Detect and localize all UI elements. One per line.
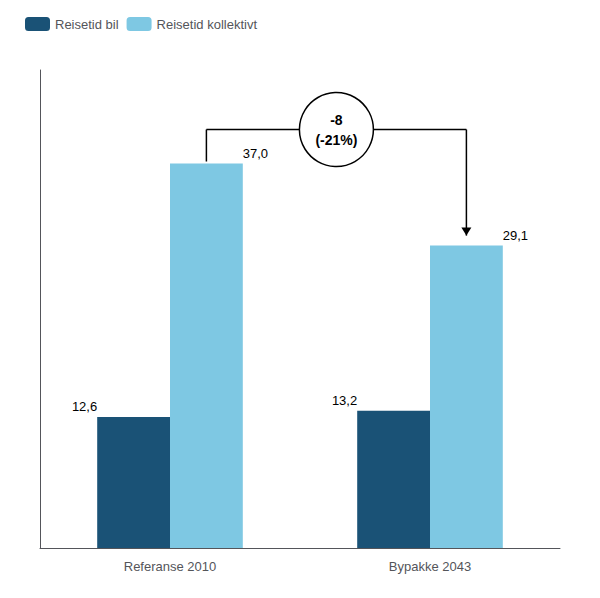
svg-text:-8: -8 xyxy=(330,112,343,128)
svg-text:12,6: 12,6 xyxy=(72,399,97,414)
svg-text:13,2: 13,2 xyxy=(332,393,357,408)
svg-text:Reisetid bil: Reisetid bil xyxy=(55,17,119,32)
svg-text:(-21%): (-21%) xyxy=(315,132,357,148)
svg-text:Referanse 2010: Referanse 2010 xyxy=(124,559,217,574)
svg-text:29,1: 29,1 xyxy=(503,228,528,243)
svg-text:37,0: 37,0 xyxy=(243,146,268,161)
svg-text:Reisetid kollektivt: Reisetid kollektivt xyxy=(157,17,258,32)
svg-text:Bypakke 2043: Bypakke 2043 xyxy=(389,559,471,574)
